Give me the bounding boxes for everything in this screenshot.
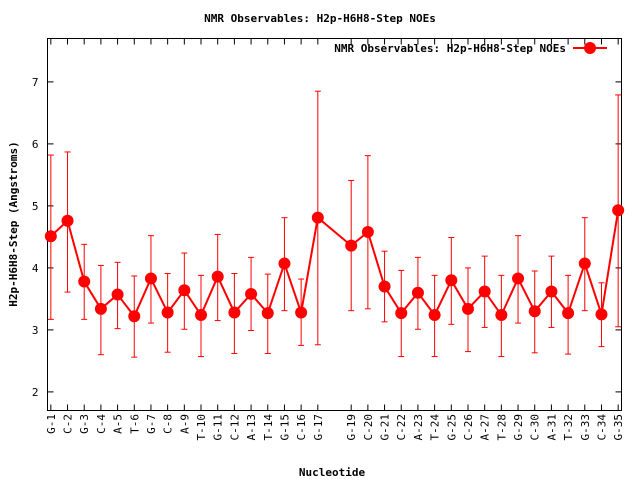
data-point xyxy=(428,309,441,322)
y-tick-label: 2 xyxy=(32,386,39,399)
x-tick-label: C-12 xyxy=(228,414,241,441)
y-axis-label: H2p-H6H8-Step (Angstroms) xyxy=(7,141,20,307)
data-point xyxy=(261,307,274,320)
legend: NMR Observables: H2p-H6H8-Step NOEs xyxy=(334,42,607,55)
data-point xyxy=(128,310,141,323)
data-point xyxy=(528,305,541,318)
x-tick-label: G-7 xyxy=(145,414,158,434)
x-tick-label: G-11 xyxy=(212,414,225,441)
data-point xyxy=(461,302,474,315)
legend-label: NMR Observables: H2p-H6H8-Step NOEs xyxy=(334,42,566,55)
data-point xyxy=(295,306,308,319)
data-point xyxy=(211,270,224,283)
x-tick-label: A-9 xyxy=(178,414,191,434)
data-point xyxy=(161,306,174,319)
data-point xyxy=(111,288,124,301)
data-point xyxy=(361,225,374,238)
y-tick-label: 4 xyxy=(32,262,39,275)
x-tick-label: C-30 xyxy=(529,414,542,441)
chart-title: NMR Observables: H2p-H6H8-Step NOEs xyxy=(204,12,436,25)
data-point xyxy=(445,274,458,287)
x-tick-label: A-27 xyxy=(479,414,492,441)
x-tick-label: A-13 xyxy=(245,414,258,441)
y-tick-label: 5 xyxy=(32,200,39,213)
data-point xyxy=(512,272,525,285)
x-tick-label: T-10 xyxy=(195,414,208,441)
data-point xyxy=(78,275,91,288)
data-point xyxy=(228,306,241,319)
x-tick-label: G-19 xyxy=(345,414,358,441)
y-tick-label: 3 xyxy=(32,324,39,337)
x-tick-label: G-17 xyxy=(312,414,325,441)
data-point xyxy=(61,214,74,227)
data-point xyxy=(195,309,208,322)
x-tick-label: G-1 xyxy=(45,414,58,434)
x-tick-label: G-33 xyxy=(579,414,592,441)
data-point xyxy=(378,280,391,293)
data-point xyxy=(478,285,491,298)
data-point xyxy=(612,204,625,217)
data-point xyxy=(345,239,358,252)
data-point xyxy=(245,287,258,300)
x-tick-label: C-2 xyxy=(62,414,75,434)
data-point xyxy=(395,307,408,320)
x-tick-label: C-8 xyxy=(162,414,175,434)
y-axis: 2 3 4 5 6 7 xyxy=(32,76,622,399)
data-point xyxy=(545,285,558,298)
x-tick-label: T-28 xyxy=(495,414,508,441)
y-tick-label: 6 xyxy=(32,138,39,151)
data-point xyxy=(495,309,508,322)
x-tick-label: C-26 xyxy=(462,414,475,441)
x-tick-label: G-3 xyxy=(78,414,91,434)
x-tick-label: C-16 xyxy=(295,414,308,441)
x-tick-label: G-21 xyxy=(379,414,392,441)
x-tick-label: T-6 xyxy=(128,414,141,434)
data-point xyxy=(411,286,424,299)
data-point xyxy=(562,307,575,320)
legend-marker xyxy=(584,42,596,54)
x-tick-label: G-25 xyxy=(445,414,458,441)
x-axis-label: Nucleotide xyxy=(299,466,366,479)
data-point xyxy=(94,302,107,315)
x-tick-label: G-29 xyxy=(512,414,525,441)
y-tick-label: 7 xyxy=(32,76,39,89)
data-point xyxy=(311,211,324,224)
x-tick-label: T-32 xyxy=(562,414,575,441)
x-axis: G-1 C-2 G-3 C-4 A-5 T-6 G-7 C-8 A-9 T-10 G-11 C-12 A… xyxy=(45,38,625,441)
x-tick-label: T-24 xyxy=(429,414,442,441)
data-point xyxy=(278,257,291,270)
x-tick-label: G-15 xyxy=(278,414,291,441)
x-tick-label: A-31 xyxy=(545,414,558,441)
x-tick-label: G-35 xyxy=(612,414,625,441)
data-points xyxy=(44,204,625,323)
series-line xyxy=(50,210,620,319)
plot-frame xyxy=(47,38,622,411)
data-point xyxy=(595,308,608,321)
x-tick-label: T-14 xyxy=(262,414,275,441)
x-tick-label: A-5 xyxy=(112,414,125,434)
data-point xyxy=(144,272,157,285)
data-point xyxy=(44,230,57,243)
x-tick-label: C-22 xyxy=(395,414,408,441)
x-tick-label: A-23 xyxy=(412,414,425,441)
x-tick-label: C-20 xyxy=(362,414,375,441)
x-tick-label: C-34 xyxy=(595,414,608,441)
x-tick-label: C-4 xyxy=(95,414,108,434)
data-point xyxy=(578,257,591,270)
data-point xyxy=(178,284,191,297)
